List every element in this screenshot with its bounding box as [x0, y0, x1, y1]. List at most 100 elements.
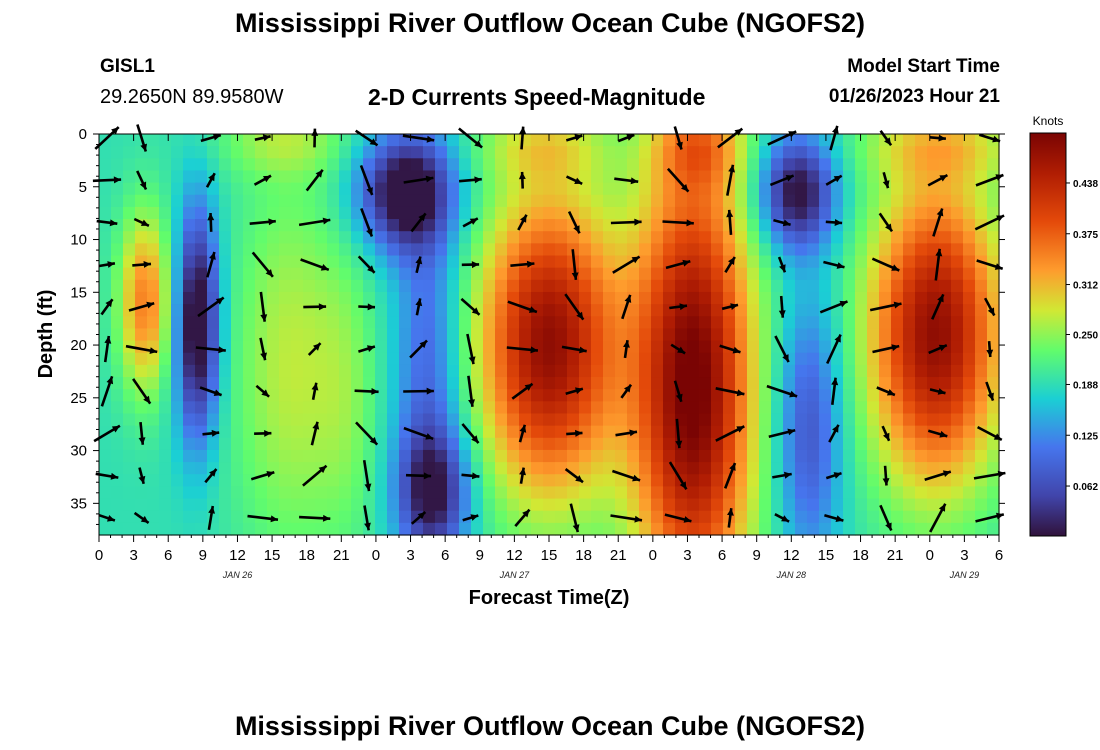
heatmap-cell [603, 304, 616, 317]
heatmap-cell [579, 522, 592, 536]
heatmap-cell [735, 194, 748, 208]
heatmap-cell [435, 486, 448, 500]
heatmap-cell [219, 304, 232, 317]
heatmap-cell [615, 194, 628, 208]
heatmap-cell [159, 316, 172, 330]
heatmap-cell [387, 437, 400, 451]
heatmap-cell [399, 255, 412, 269]
heatmap-cell [555, 522, 568, 536]
heatmap-cell [675, 522, 688, 536]
current-vector [985, 381, 995, 402]
current-vector [717, 127, 744, 149]
heatmap-cell [147, 413, 160, 427]
heatmap-cell [675, 486, 688, 500]
current-vector [136, 124, 148, 152]
heatmap-cell [735, 267, 748, 281]
heatmap-cell [951, 401, 964, 415]
heatmap-cell [255, 486, 268, 500]
heatmap-cell [327, 340, 340, 354]
heatmap-cell [615, 182, 628, 196]
heatmap-cell [627, 437, 640, 451]
heatmap-cell [711, 389, 724, 402]
heatmap-cell [411, 243, 424, 257]
heatmap-cell [651, 291, 664, 305]
heatmap-cell [855, 498, 868, 512]
heatmap-cell [111, 255, 124, 269]
heatmap-cell [915, 474, 928, 487]
heatmap-cell [771, 522, 784, 536]
heatmap-cell [327, 328, 340, 342]
heatmap-cell [363, 279, 376, 293]
heatmap-cell [135, 449, 148, 463]
heatmap-cell [243, 231, 256, 244]
heatmap-cell [195, 486, 208, 500]
heatmap-cell [399, 219, 412, 232]
heatmap-cell [579, 291, 592, 305]
heatmap-cell [591, 340, 604, 354]
heatmap-cell [807, 158, 820, 172]
y-tick-label: 35 [70, 495, 87, 512]
heatmap-cell [327, 194, 340, 208]
heatmap-cell [471, 425, 484, 439]
heatmap-cell [843, 389, 856, 402]
heatmap-cell [699, 364, 712, 378]
heatmap-cell [555, 462, 568, 475]
heatmap-cell [987, 401, 1000, 415]
heatmap-cell [951, 158, 964, 172]
heatmap-cell [759, 194, 772, 208]
heatmap-cell [615, 316, 628, 330]
heatmap-cell [531, 401, 544, 415]
heatmap-cell [747, 510, 760, 524]
heatmap-cell [687, 389, 700, 402]
heatmap-cell [291, 279, 304, 293]
current-vector [664, 513, 692, 523]
heatmap-cell [279, 328, 292, 342]
heatmap-cell [159, 231, 172, 244]
current-vector [665, 259, 691, 270]
chart-subtitle: 2-D Currents Speed-Magnitude [368, 84, 706, 110]
heatmap-cell [735, 486, 748, 500]
heatmap-cell [699, 267, 712, 281]
heatmap-cell [267, 340, 280, 354]
heatmap-cell [375, 425, 388, 439]
heatmap-cell [363, 425, 376, 439]
heatmap-cell [159, 146, 172, 159]
heatmap-cell [759, 316, 772, 330]
heatmap-cell [255, 462, 268, 475]
heatmap-cell [951, 437, 964, 451]
heatmap-cell [531, 206, 544, 220]
heatmap-cell [987, 279, 1000, 293]
heatmap-cell [531, 474, 544, 487]
current-vector [828, 424, 840, 443]
heatmap-cell [387, 352, 400, 366]
heatmap-cell [843, 182, 856, 196]
heatmap-cell [435, 498, 448, 512]
heatmap-cell [795, 425, 808, 439]
heatmap-cell [723, 377, 736, 390]
heatmap-cell [183, 364, 196, 378]
colorbar [1029, 132, 1067, 537]
heatmap-cell [471, 328, 484, 342]
heatmap-cell [807, 474, 820, 487]
heatmap-cell [915, 267, 928, 281]
heatmap-cell [579, 279, 592, 293]
heatmap-cell [975, 340, 988, 354]
heatmap-cell [351, 182, 364, 196]
heatmap-cell [363, 413, 376, 427]
heatmap-cell [735, 146, 748, 159]
heatmap-cell [663, 498, 676, 512]
heatmap-cell [375, 449, 388, 463]
heatmap-cell [735, 449, 748, 463]
current-vector [100, 298, 114, 316]
heatmap-cell [255, 231, 268, 244]
heatmap-cell [747, 146, 760, 159]
heatmap-cell [291, 486, 304, 500]
heatmap-cell [471, 522, 484, 536]
heatmap-cell [99, 243, 112, 257]
heatmap-cell [603, 498, 616, 512]
heatmap-cell [591, 219, 604, 232]
heatmap-cell [243, 377, 256, 390]
heatmap-cell [507, 462, 520, 475]
heatmap-cell [915, 352, 928, 366]
